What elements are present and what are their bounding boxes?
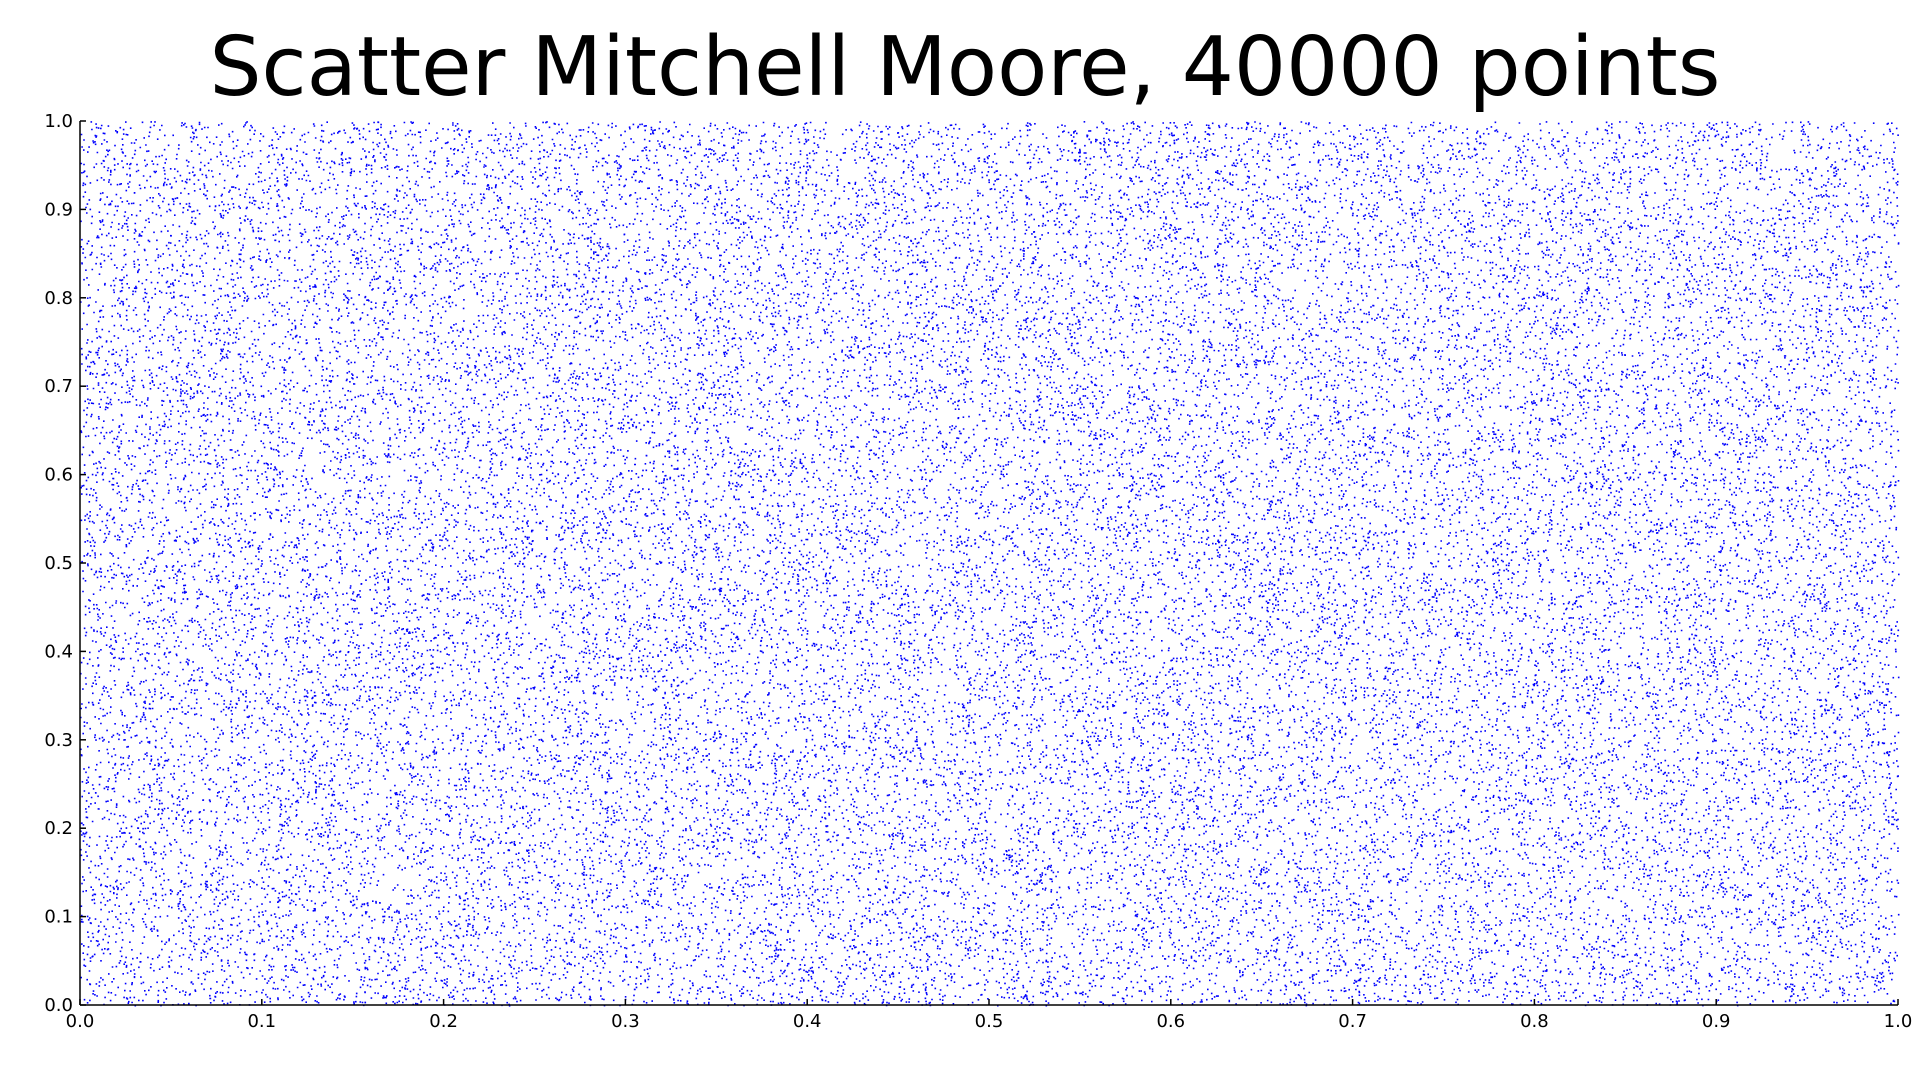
y-tick-label: 0.4: [44, 641, 73, 662]
scatter-points: [80, 121, 1900, 1007]
y-tick-label: 0.5: [44, 553, 73, 574]
x-tick-label: 0.9: [1702, 1011, 1731, 1032]
y-tick-label: 0.2: [44, 818, 73, 839]
x-tick-label: 0.3: [611, 1011, 640, 1032]
y-tick-label: 0.8: [44, 288, 73, 309]
y-tick-label: 0.9: [44, 199, 73, 220]
y-tick-label: 0.1: [44, 907, 73, 928]
chart-title: Scatter Mitchell Moore, 40000 points: [209, 20, 1720, 115]
x-tick-label: 0.4: [793, 1011, 822, 1032]
y-tick-label: 0.6: [44, 465, 73, 486]
scatter-points-path: [80, 121, 1900, 1007]
x-tick-label: 0.7: [1338, 1011, 1367, 1032]
x-tick-label: 0.1: [247, 1011, 276, 1032]
y-axis-ticks: 0.0 0.1 0.2 0.3 0.4 0.5 0.6 0.7 0.8 0.9 1.0: [44, 111, 86, 1016]
y-tick-label: 0.0: [44, 995, 73, 1016]
x-tick-label: 0.0: [66, 1011, 95, 1032]
y-tick-label: 0.7: [44, 376, 73, 397]
x-tick-label: 0.5: [975, 1011, 1004, 1032]
x-axis-ticks: 0.0 0.1 0.2 0.3 0.4 0.5 0.6 0.7 0.8 0.9 1.0: [66, 999, 1913, 1032]
x-tick-label: 0.8: [1520, 1011, 1549, 1032]
y-tick-label: 1.0: [44, 111, 73, 132]
x-tick-label: 0.2: [429, 1011, 458, 1032]
x-tick-label: 0.6: [1156, 1011, 1185, 1032]
x-tick-label: 1.0: [1884, 1011, 1913, 1032]
y-tick-label: 0.3: [44, 730, 73, 751]
axes: [79, 121, 1898, 1006]
